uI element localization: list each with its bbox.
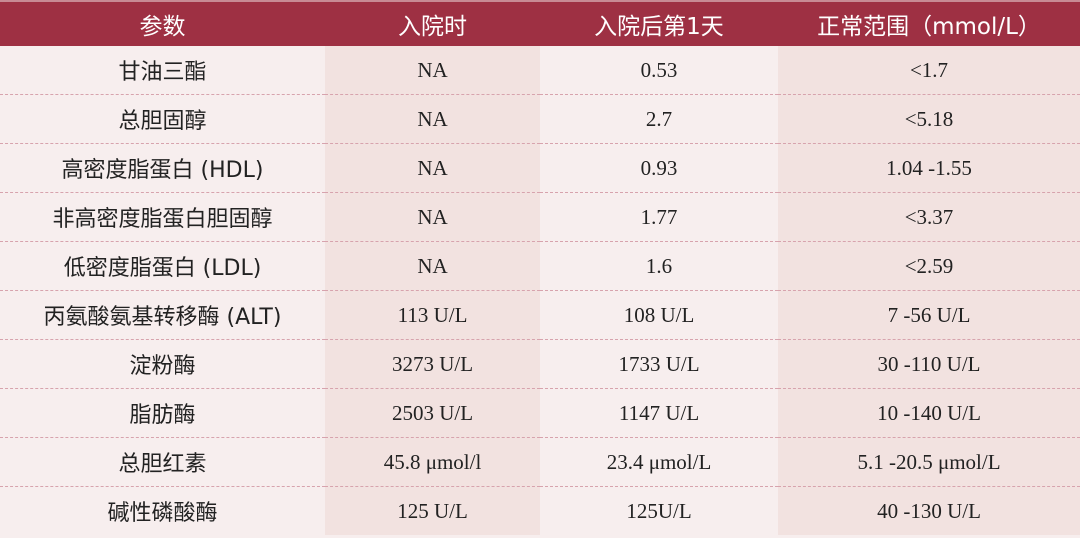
table-row: 甘油三酯 NA 0.53 <1.7 (0, 46, 1080, 95)
admission-cell: NA (325, 94, 540, 144)
parameter-cell: 淀粉酶 (0, 339, 325, 389)
day1-cell: 125U/L (540, 486, 778, 535)
day1-cell: 1.6 (540, 241, 778, 291)
day1-cell: 1733 U/L (540, 339, 778, 389)
table-row: 非高密度脂蛋白胆固醇 NA 1.77 <3.37 (0, 192, 1080, 242)
day1-cell: 23.4 μmol/L (540, 437, 778, 487)
day1-cell: 0.53 (540, 46, 778, 95)
column-header-normal-range: 正常范围（mmol/L） (778, 0, 1080, 46)
column-header-day1: 入院后第1天 (540, 0, 778, 46)
parameter-cell: 丙氨酸氨基转移酶 (ALT) (0, 290, 325, 340)
table-row: 总胆红素 45.8 μmol/l 23.4 μmol/L 5.1 -20.5 μmol… (0, 437, 1080, 487)
normal-range-cell: 40 -130 U/L (778, 486, 1080, 535)
parameter-cell: 总胆红素 (0, 437, 325, 487)
admission-cell: NA (325, 46, 540, 95)
normal-range-cell: <1.7 (778, 46, 1080, 95)
normal-range-cell: 5.1 -20.5 μmol/L (778, 437, 1080, 487)
day1-cell: 2.7 (540, 94, 778, 144)
normal-range-cell: 1.04 -1.55 (778, 143, 1080, 193)
admission-cell: 125 U/L (325, 486, 540, 535)
normal-range-cell: <2.59 (778, 241, 1080, 291)
normal-range-cell: 30 -110 U/L (778, 339, 1080, 389)
table-row: 低密度脂蛋白 (LDL) NA 1.6 <2.59 (0, 241, 1080, 291)
column-header-parameter: 参数 (0, 0, 325, 46)
column-header-admission: 入院时 (325, 0, 540, 46)
parameter-cell: 低密度脂蛋白 (LDL) (0, 241, 325, 291)
admission-cell: 113 U/L (325, 290, 540, 340)
normal-range-cell: <3.37 (778, 192, 1080, 242)
parameter-cell: 非高密度脂蛋白胆固醇 (0, 192, 325, 242)
table-row: 高密度脂蛋白 (HDL) NA 0.93 1.04 -1.55 (0, 143, 1080, 193)
normal-range-cell: 7 -56 U/L (778, 290, 1080, 340)
admission-cell: 3273 U/L (325, 339, 540, 389)
table-row: 脂肪酶 2503 U/L 1147 U/L 10 -140 U/L (0, 388, 1080, 438)
parameter-cell: 脂肪酶 (0, 388, 325, 438)
normal-range-cell: 10 -140 U/L (778, 388, 1080, 438)
table-row: 淀粉酶 3273 U/L 1733 U/L 30 -110 U/L (0, 339, 1080, 389)
parameter-cell: 高密度脂蛋白 (HDL) (0, 143, 325, 193)
parameter-cell: 总胆固醇 (0, 94, 325, 144)
parameter-cell: 碱性磷酸酶 (0, 486, 325, 535)
table-row: 丙氨酸氨基转移酶 (ALT) 113 U/L 108 U/L 7 -56 U/L (0, 290, 1080, 340)
day1-cell: 1.77 (540, 192, 778, 242)
admission-cell: 45.8 μmol/l (325, 437, 540, 487)
table-row: 总胆固醇 NA 2.7 <5.18 (0, 94, 1080, 144)
table-row: 碱性磷酸酶 125 U/L 125U/L 40 -130 U/L (0, 486, 1080, 535)
day1-cell: 0.93 (540, 143, 778, 193)
day1-cell: 1147 U/L (540, 388, 778, 438)
day1-cell: 108 U/L (540, 290, 778, 340)
admission-cell: NA (325, 241, 540, 291)
parameter-cell: 甘油三酯 (0, 46, 325, 95)
admission-cell: 2503 U/L (325, 388, 540, 438)
admission-cell: NA (325, 192, 540, 242)
header-row: 参数 入院时 入院后第1天 正常范围（mmol/L） (0, 0, 1080, 46)
admission-cell: NA (325, 143, 540, 193)
normal-range-cell: <5.18 (778, 94, 1080, 144)
